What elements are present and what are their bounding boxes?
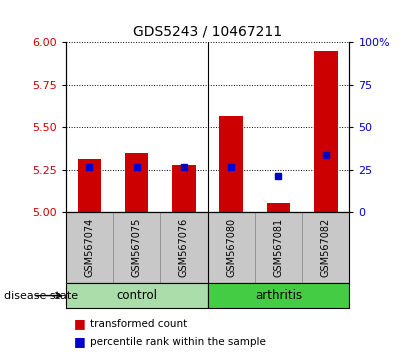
Bar xyxy=(113,212,160,283)
Bar xyxy=(172,165,196,212)
Text: GSM567075: GSM567075 xyxy=(132,218,142,278)
Bar xyxy=(66,283,208,308)
Text: disease state: disease state xyxy=(4,291,78,301)
Bar xyxy=(255,212,302,283)
Bar xyxy=(78,159,101,212)
Bar xyxy=(66,212,113,283)
Text: GSM567076: GSM567076 xyxy=(179,218,189,277)
Bar xyxy=(125,153,148,212)
Text: transformed count: transformed count xyxy=(90,319,188,329)
Bar xyxy=(208,212,255,283)
Text: percentile rank within the sample: percentile rank within the sample xyxy=(90,337,266,347)
Bar xyxy=(302,212,349,283)
Text: GSM567081: GSM567081 xyxy=(273,218,284,277)
Bar xyxy=(267,203,290,212)
Text: ■: ■ xyxy=(74,318,86,330)
Bar xyxy=(160,212,208,283)
Text: GSM567074: GSM567074 xyxy=(84,218,95,277)
Bar xyxy=(314,51,337,212)
Bar xyxy=(208,283,349,308)
Text: GSM567080: GSM567080 xyxy=(226,218,236,277)
Text: control: control xyxy=(116,289,157,302)
Title: GDS5243 / 10467211: GDS5243 / 10467211 xyxy=(133,24,282,39)
Text: ■: ■ xyxy=(74,335,86,348)
Text: GSM567082: GSM567082 xyxy=(321,218,331,277)
Bar xyxy=(219,115,243,212)
Text: arthritis: arthritis xyxy=(255,289,302,302)
